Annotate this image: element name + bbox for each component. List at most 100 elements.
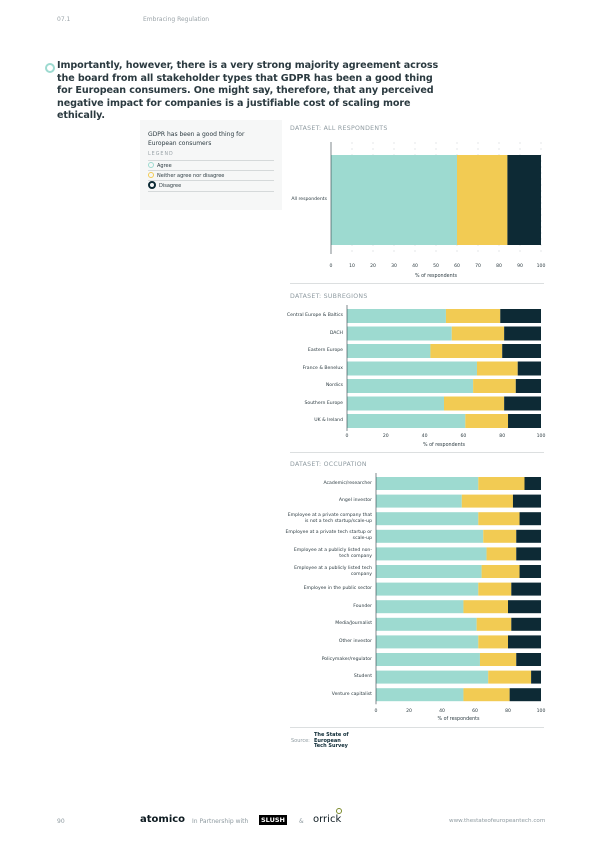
category-label: DACH — [329, 330, 343, 336]
divider — [290, 727, 544, 728]
section-number: 07.1 — [57, 16, 71, 23]
bar-neither-agree-nor-disagree — [461, 494, 513, 508]
bar-agree — [376, 529, 484, 543]
tick-label: 80 — [505, 708, 511, 714]
source-label: Source: — [291, 738, 310, 744]
category-label: Media/Journalist — [335, 621, 372, 627]
bar-agree — [347, 326, 452, 341]
bar-neither-agree-nor-disagree — [478, 635, 508, 649]
category-label: Employee at a private tech startup or sc… — [285, 530, 372, 542]
bar-agree — [376, 565, 482, 578]
orrick-logo: orrick — [313, 814, 342, 825]
bar-disagree — [516, 529, 541, 543]
survey-logo: The State of European Tech Survey — [314, 732, 354, 750]
x-axis-label: % of respondents — [423, 442, 465, 448]
category-label: Academic/researcher — [323, 480, 372, 486]
partner-text: In Partnership with — [192, 818, 249, 825]
bar-agree — [376, 617, 477, 631]
bar-neither-agree-nor-disagree — [476, 361, 518, 376]
agree-dot-icon — [148, 161, 154, 168]
bar-disagree — [500, 309, 541, 323]
bar-neither-agree-nor-disagree — [479, 653, 517, 666]
tick-label: 40 — [422, 433, 428, 439]
website-link[interactable]: www.thestateofeuropeantech.com — [449, 818, 546, 824]
bar-neither-agree-nor-disagree — [444, 396, 505, 411]
legend-item-disagree: Disagree — [148, 180, 274, 192]
chart-all-respondents: 0 10 20 30 40 50 60 70 80 90 100 % of respondents Al… — [280, 130, 560, 285]
bar-disagree — [519, 512, 541, 526]
bar-neither-agree-nor-disagree — [463, 688, 510, 702]
bar-disagree — [516, 547, 541, 561]
bar-disagree — [508, 635, 541, 649]
chart-svg: 0 20 40 60 80 100 % of respondents — [375, 473, 546, 722]
bar-neither-agree-nor-disagree — [473, 379, 516, 393]
category-label: Founder — [353, 603, 372, 609]
neutral-dot-icon — [148, 171, 154, 178]
tick-label: 10 — [349, 263, 355, 269]
bar-neither-agree-nor-disagree — [488, 670, 532, 684]
chart-svg: 0 20 40 60 80 100 % of respondents — [346, 305, 546, 448]
chart-title-all: DATASET: ALL RESPONDENTS — [290, 125, 388, 132]
category-label: Employee at a private company that is no… — [287, 512, 372, 524]
chart-svg: 0 10 20 30 40 50 60 70 80 90 100 % of respondents — [330, 142, 545, 279]
category-label: Policymaker/regulator — [321, 656, 372, 662]
divider — [290, 452, 544, 453]
bar-neither-agree-nor-disagree — [430, 344, 503, 358]
category-label: Student — [353, 674, 372, 680]
bar-agree — [376, 670, 489, 684]
ampersand: & — [299, 818, 304, 825]
legend-item-neutral: Neither agree nor disagree — [148, 170, 274, 181]
tick-label: 30 — [391, 263, 397, 269]
bar-disagree — [516, 653, 541, 666]
bar-disagree — [509, 688, 541, 702]
category-label: Employee in the public sector — [303, 586, 372, 592]
bar-agree — [376, 582, 479, 596]
bar-agree — [347, 309, 446, 323]
divider — [290, 283, 544, 284]
x-axis-label: % of respondents — [438, 716, 480, 722]
tick-label: 100 — [537, 433, 546, 439]
bar-agree — [376, 477, 479, 490]
legend-label: Disagree — [159, 183, 182, 189]
intro-text: Importantly, however, there is a very st… — [57, 60, 439, 121]
bar-neither-agree-nor-disagree — [478, 512, 520, 526]
bar-disagree — [507, 155, 541, 245]
bar-agree — [376, 512, 479, 526]
section-title: Embracing Regulation — [143, 16, 210, 23]
bar-agree — [347, 414, 466, 428]
bar-disagree — [511, 582, 541, 596]
bar-disagree — [519, 565, 541, 578]
survey-logo-text: The State of European Tech Survey — [314, 732, 349, 749]
bar-neither-agree-nor-disagree — [445, 309, 501, 323]
bar-agree — [347, 379, 474, 393]
bar-agree — [376, 494, 462, 508]
bar-agree — [347, 344, 431, 358]
bar-agree — [376, 547, 487, 561]
category-label: Employee at a publicly listed tech compa… — [294, 565, 372, 577]
disagree-dot-icon — [148, 180, 156, 189]
tick-label: 100 — [537, 708, 546, 714]
bar-disagree — [512, 494, 541, 508]
bar-agree — [347, 361, 477, 376]
category-label: Central Europe & Baltics — [286, 313, 343, 318]
bar-neither-agree-nor-disagree — [486, 547, 517, 561]
tick-label: 90 — [517, 263, 523, 269]
category-label: Nordics — [325, 383, 343, 388]
category-label: Employee at a publicly listed non-tech c… — [293, 547, 372, 559]
bar-disagree — [511, 617, 541, 631]
bar-disagree — [502, 344, 541, 358]
tick-label: 20 — [406, 708, 412, 714]
bar-disagree — [508, 414, 541, 428]
tick-label: 20 — [370, 263, 376, 269]
category-label: France & Benelux — [302, 365, 343, 371]
bar-neither-agree-nor-disagree — [451, 326, 505, 341]
bar-disagree — [504, 396, 541, 411]
chart-title-subregions: DATASET: SUBREGIONS — [290, 293, 368, 300]
category-label: All respondents — [291, 197, 327, 202]
tick-label: 60 — [454, 263, 460, 269]
atomico-logo: atomico — [140, 814, 186, 825]
chart-subregions: 0 20 40 60 80 100 % of respondents Central Euro… — [280, 290, 560, 450]
category-label: Eastern Europe — [307, 348, 343, 353]
bar-disagree — [504, 326, 541, 341]
